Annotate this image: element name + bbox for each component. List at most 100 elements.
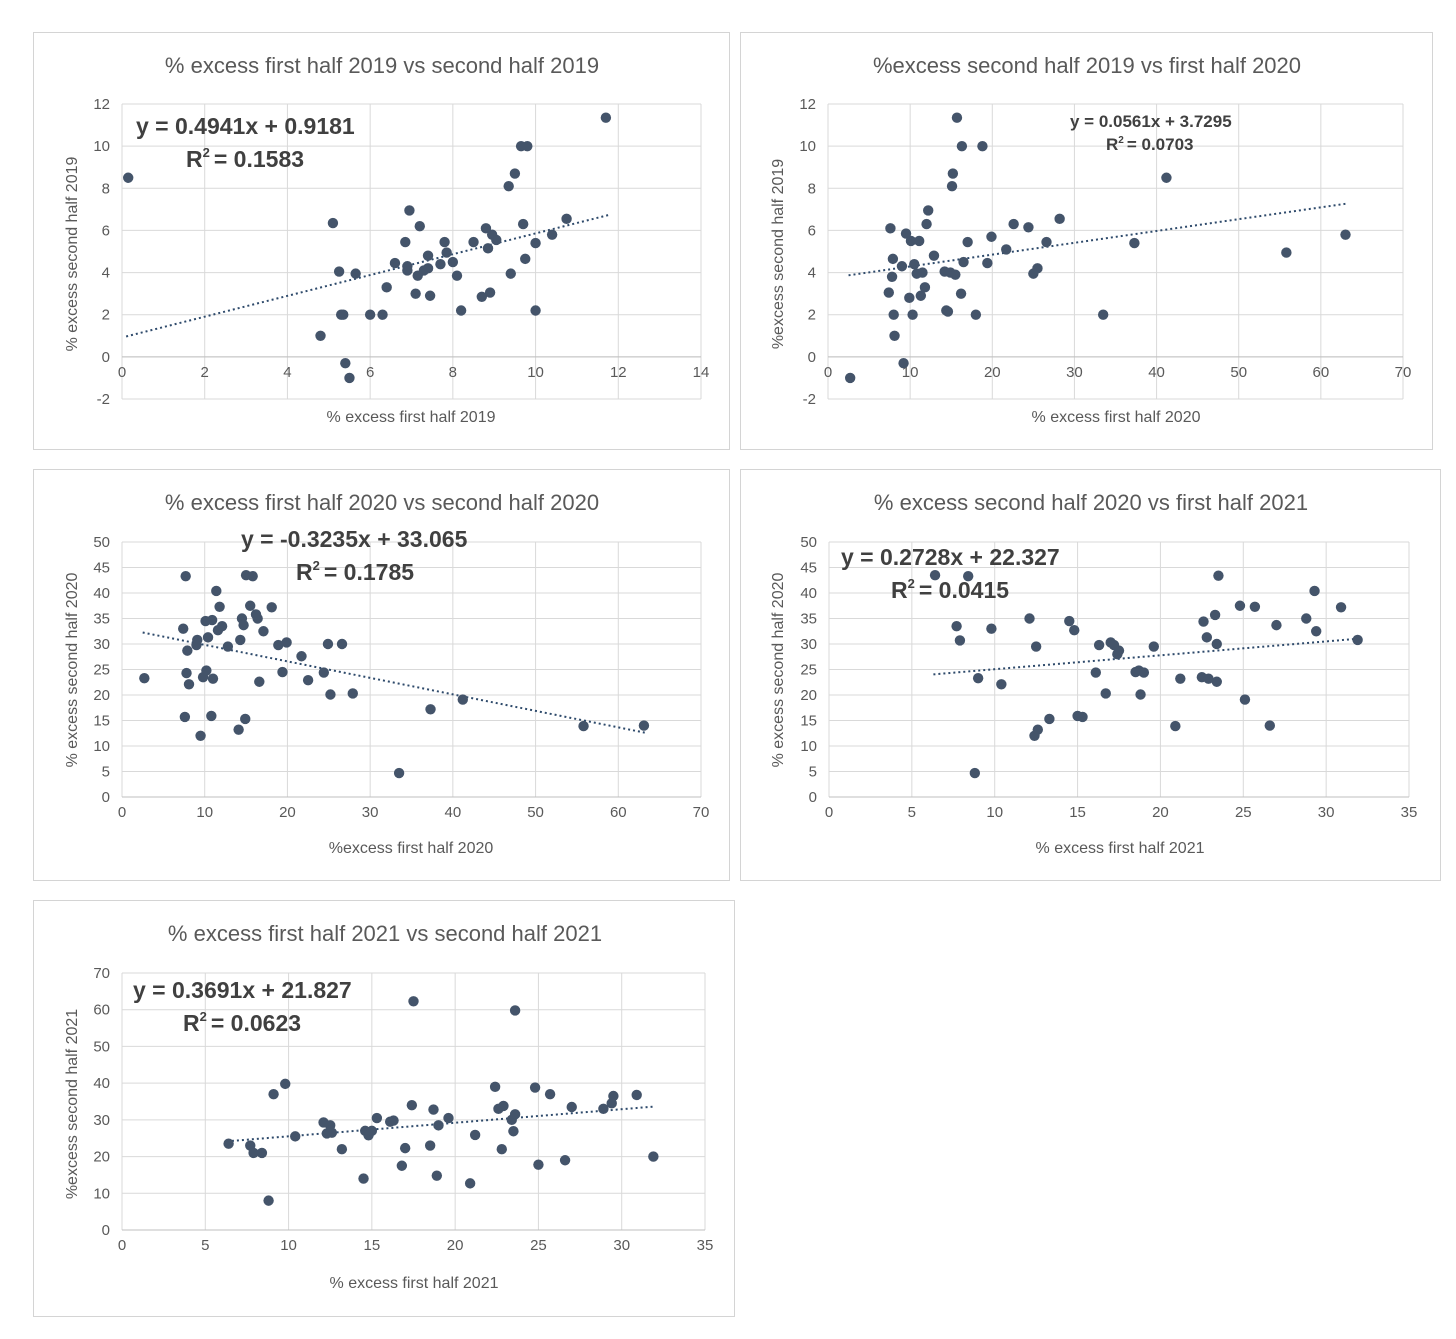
data-point <box>179 711 191 723</box>
data-point <box>296 651 307 662</box>
data-point <box>977 140 988 152</box>
data-point <box>290 1131 301 1142</box>
data-point <box>1352 634 1363 646</box>
x-tick-label: 50 <box>527 804 544 821</box>
data-point <box>1264 720 1275 731</box>
y-tick-label: 0 <box>102 349 110 366</box>
y-tick-label: 12 <box>799 96 816 113</box>
data-point <box>955 288 967 299</box>
data-point <box>1024 613 1035 624</box>
data-point <box>942 306 954 317</box>
trendline <box>848 202 1348 277</box>
data-point <box>508 1126 519 1137</box>
data-point <box>482 243 494 254</box>
y-tick-label: 35 <box>800 611 817 628</box>
data-point <box>1211 638 1222 650</box>
y-tick-label: 40 <box>800 585 817 602</box>
trendline <box>142 631 645 734</box>
y-tick-label: 8 <box>808 180 816 197</box>
y-tick-label: 10 <box>800 738 817 755</box>
x-axis-label: % excess first half 2021 <box>330 1275 499 1292</box>
x-tick-label: 30 <box>613 1237 630 1254</box>
data-point <box>1030 641 1042 652</box>
x-axis-label: % excess first half 2019 <box>327 409 496 426</box>
data-point <box>280 1078 291 1090</box>
data-point <box>371 1112 383 1124</box>
data-point <box>1093 639 1105 651</box>
data-point <box>1340 229 1351 240</box>
data-point <box>336 1144 348 1155</box>
r-squared-label: R2 = 0.0415 <box>891 576 1009 603</box>
data-point <box>402 261 413 272</box>
data-point <box>1170 720 1181 732</box>
y-tick-label: 30 <box>93 1112 110 1129</box>
data-point <box>522 140 533 152</box>
x-tick-label: 6 <box>366 364 374 381</box>
data-point <box>896 261 908 272</box>
x-tick-label: 50 <box>1230 364 1247 381</box>
x-tick-label: 0 <box>118 804 126 821</box>
data-point <box>505 268 516 279</box>
data-point <box>181 667 192 679</box>
data-point <box>302 675 314 686</box>
data-point <box>986 231 997 242</box>
trendline-equation: y = 0.4941x + 0.9181 <box>136 113 355 139</box>
chart-title: %excess second half 2019 vs first half 2… <box>873 53 1301 78</box>
x-tick-label: 25 <box>1235 804 1252 821</box>
trendline-equation: y = 0.0561x + 3.7295 <box>1070 112 1232 131</box>
data-point <box>919 282 931 293</box>
data-point <box>240 713 251 725</box>
data-point <box>248 1147 259 1159</box>
data-point <box>898 357 909 369</box>
y-tick-label: 2 <box>102 307 110 324</box>
data-point <box>1249 601 1261 612</box>
x-tick-label: 8 <box>449 364 457 381</box>
x-tick-label: 20 <box>279 804 296 821</box>
data-point <box>905 235 917 247</box>
y-tick-label: 45 <box>93 560 110 577</box>
scatter-chart-2: %excess second half 2019 vs first half 2… <box>770 53 1411 426</box>
y-tick-label: 10 <box>799 138 816 155</box>
data-point <box>439 236 450 248</box>
chart-panel-4: % excess second half 2020 vs first half … <box>740 469 1441 881</box>
x-tick-label: 4 <box>283 364 291 381</box>
trendline-equation: y = -0.3235x + 33.065 <box>241 526 468 552</box>
data-point <box>1054 213 1065 225</box>
data-point <box>509 1109 521 1120</box>
y-tick-label: 0 <box>102 1222 110 1239</box>
trendline <box>933 637 1360 676</box>
scatter-chart-4: % excess second half 2020 vs first half … <box>770 490 1417 857</box>
data-point <box>1138 667 1150 678</box>
data-point <box>631 1089 642 1101</box>
scatter-chart-3: % excess first half 2020 vs second half … <box>64 490 709 857</box>
r-squared-label: R2 = 0.0703 <box>1106 135 1194 154</box>
x-tick-label: 60 <box>1313 364 1330 381</box>
data-point <box>256 1147 268 1159</box>
data-point <box>491 234 502 246</box>
data-point <box>233 724 244 735</box>
data-point <box>1135 689 1146 700</box>
trendline-equation: y = 0.3691x + 21.827 <box>133 977 352 1003</box>
x-tick-label: 12 <box>610 364 627 381</box>
y-tick-label: 5 <box>809 764 817 781</box>
data-point <box>424 1140 436 1151</box>
y-tick-label: 50 <box>93 534 110 551</box>
y-tick-label: 8 <box>102 180 110 197</box>
data-point <box>435 258 446 270</box>
x-tick-label: 35 <box>697 1237 714 1254</box>
data-point <box>915 290 927 301</box>
data-point <box>333 266 345 277</box>
data-point <box>533 1159 544 1170</box>
y-axis-label: % excess second half 2020 <box>64 573 81 768</box>
data-point <box>455 305 467 316</box>
y-tick-label: 25 <box>800 662 817 679</box>
r-squared-label: R2 = 0.0623 <box>183 1009 301 1036</box>
data-point <box>123 172 134 183</box>
data-point <box>561 213 572 225</box>
y-tick-label: 50 <box>800 534 817 551</box>
data-point <box>1113 645 1125 656</box>
x-tick-label: 10 <box>527 364 544 381</box>
y-tick-label: 40 <box>93 1075 110 1092</box>
data-point <box>441 247 452 258</box>
data-point <box>1129 237 1140 249</box>
